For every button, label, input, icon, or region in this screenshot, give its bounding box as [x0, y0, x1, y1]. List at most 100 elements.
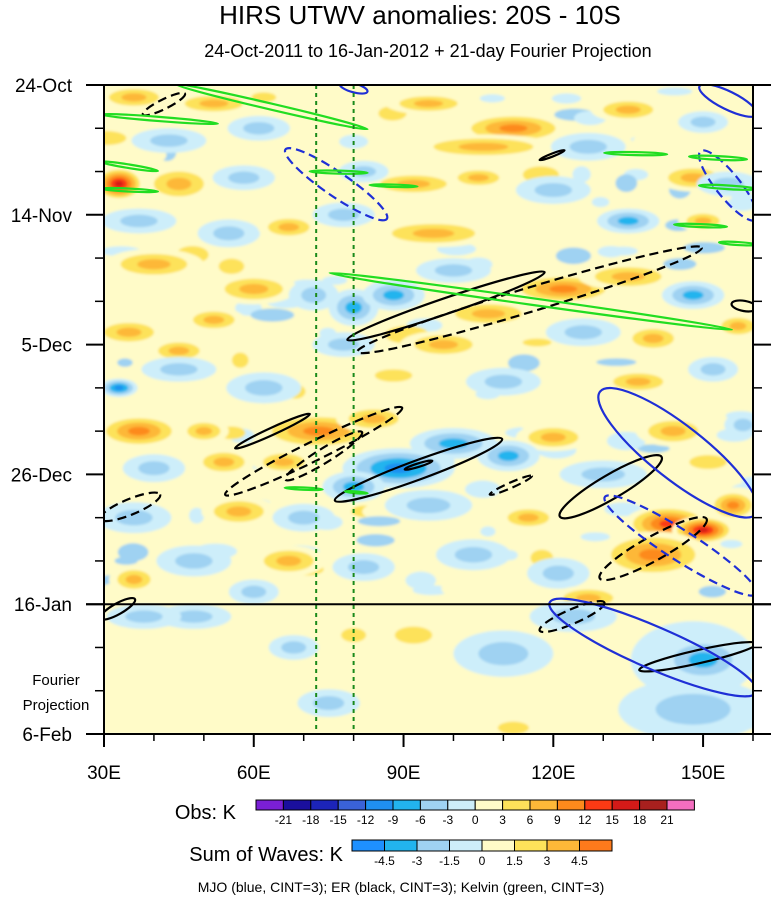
x-axis-labels: 30E 60E 90E 120E 150E: [87, 763, 725, 784]
texture-patch: [615, 174, 638, 192]
anomaly-blob: [575, 593, 601, 603]
texture-patch: [250, 308, 295, 322]
anomaly-blob: [303, 426, 335, 436]
texture-patch: [736, 542, 753, 558]
projection-blob: [655, 693, 731, 725]
anomaly-blob: [138, 461, 170, 476]
colorbar-swatch: [666, 799, 695, 811]
kelvin-contour-pos: [308, 169, 369, 175]
axis-ticks: [86, 84, 771, 747]
colorbar-level-label: 3: [544, 854, 551, 868]
anomaly-blob: [611, 271, 645, 282]
colorbar-level-label: 0: [479, 854, 486, 868]
kelvin-contour-pos: [687, 154, 749, 162]
texture-patch: [405, 571, 437, 590]
anomaly-field: [104, 85, 753, 734]
y-tick-label: 26-Dec: [11, 465, 72, 486]
texture-patch: [726, 192, 753, 211]
anomaly-blob: [175, 553, 213, 569]
projection-label-line2: Projection: [23, 697, 90, 714]
texture-patch: [663, 258, 697, 270]
texture-patch: [710, 144, 747, 155]
projection-blob: [125, 610, 163, 623]
colorbar-swatch: [365, 799, 394, 811]
anomaly-blob: [729, 321, 747, 331]
wave-contours: [104, 85, 753, 698]
colorbar-swatch: [419, 799, 449, 811]
texture-patch: [272, 151, 289, 161]
kelvin-contour-pos: [673, 222, 729, 229]
y-tick-label: 24-Oct: [15, 76, 73, 97]
anomaly-blob: [199, 99, 229, 108]
colorbar-swatch: [611, 799, 641, 811]
texture-patch: [572, 166, 591, 183]
mjo-contour-pos: [338, 85, 369, 95]
anomaly-blob: [115, 509, 153, 526]
er-contour-pos: [234, 412, 311, 450]
x-tick-label: 120E: [531, 763, 575, 784]
texture-patch: [117, 358, 133, 367]
colorbar-level-label: -18: [302, 813, 320, 827]
texture-patch: [480, 526, 496, 537]
anomaly-blob: [617, 216, 639, 226]
anomaly-blob: [114, 385, 124, 391]
texture-patch: [596, 358, 637, 367]
anomaly-blob: [733, 418, 753, 432]
anomaly-blob: [412, 228, 455, 238]
projection-blob: [497, 721, 529, 734]
anomaly-blob: [549, 285, 578, 293]
projection-label-line1: Fourier: [32, 672, 80, 689]
colorbar-swatch: [639, 799, 668, 811]
colorbar-swatch: [579, 839, 613, 852]
anomaly-blob: [301, 287, 327, 303]
anomaly-blob: [726, 501, 740, 510]
colorbar-swatch: [556, 799, 586, 811]
colorbar-level-label: -4.5: [374, 854, 395, 868]
er-contour-neg: [598, 515, 708, 582]
colorbar-swatch: [449, 839, 483, 852]
colorbar-swatch: [255, 799, 284, 811]
y-tick-label: 14-Nov: [11, 206, 73, 227]
colorbar-swatch: [416, 839, 450, 852]
colorbar-level-label: -3: [442, 813, 453, 827]
texture-patch: [683, 242, 726, 254]
er-contour-neg: [284, 430, 364, 482]
projection-blob: [175, 610, 213, 623]
anomaly-blob: [484, 374, 523, 389]
kelvin-contour-pos: [104, 186, 160, 194]
mjo-contour-neg: [283, 147, 389, 222]
texture-patch: [429, 414, 465, 428]
colorbar-level-label: 0: [472, 813, 479, 827]
projection-blob: [478, 642, 529, 666]
er-contour-pos: [403, 459, 434, 471]
anomaly-blob: [121, 93, 147, 102]
anomaly-blob: [213, 457, 235, 467]
texture-patch: [114, 556, 138, 565]
chart-subtitle: 24-Oct-2011 to 16-Jan-2012 + 21-day Four…: [204, 41, 651, 61]
anomaly-blob: [534, 183, 573, 198]
contour-legend: MJO (blue, CINT=3); ER (black, CINT=3); …: [198, 879, 605, 895]
texture-patch: [637, 444, 670, 453]
anomaly-blob: [361, 414, 387, 424]
colorbar-level-label: -12: [357, 813, 375, 827]
kelvin-contour-pos: [328, 271, 734, 331]
anomaly-blob: [468, 174, 489, 182]
anomaly-blob: [114, 181, 124, 187]
obs-colorbar-label: Obs: K: [175, 802, 237, 824]
anomaly-blob: [125, 574, 143, 585]
texture-patch: [322, 276, 348, 285]
anomaly-blob: [700, 363, 726, 376]
colorbar-swatch: [529, 799, 558, 811]
anomaly-blob: [328, 208, 360, 221]
colorbar-swatch: [474, 799, 504, 811]
anomaly-blob: [540, 432, 566, 442]
kelvin-contour-pos: [603, 150, 669, 157]
kelvin-contour-pos: [283, 486, 324, 492]
anomaly-blob: [276, 555, 302, 567]
anomaly-blob: [682, 290, 704, 300]
field-shading: [104, 85, 753, 734]
texture-patch: [479, 94, 505, 103]
anomaly-blob: [239, 283, 269, 295]
texture-patch: [657, 87, 693, 96]
anomaly-blob: [243, 122, 275, 135]
